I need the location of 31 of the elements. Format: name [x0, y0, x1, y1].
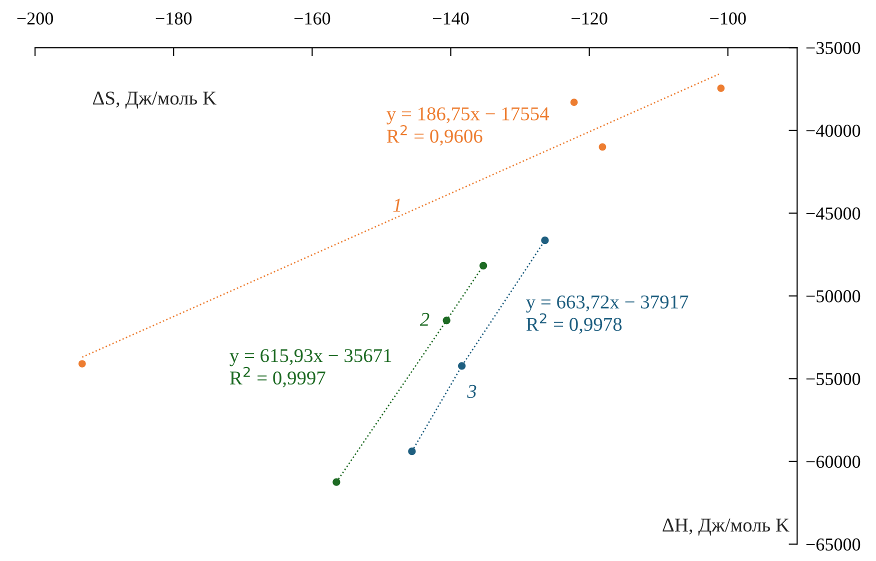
x-tick-label: −180: [156, 12, 192, 25]
x-tick-label: −120: [572, 12, 608, 25]
annotation: y = 663,72x − 37917 R$^{2}$ = 0,9978: [526, 295, 688, 334]
annotation: 3: [467, 384, 476, 398]
point: [78, 360, 86, 368]
x-tick-label: −140: [433, 12, 469, 25]
point: [541, 236, 549, 244]
y-tick-label: −60000: [806, 456, 860, 468]
x-tick-label: −100: [710, 12, 746, 25]
point: [408, 448, 416, 456]
point: [717, 84, 725, 92]
point: [332, 478, 340, 486]
y-tick-label: −35000: [806, 42, 860, 54]
annotation: y = 186,75x − 17554 R$^{2}$ = 0,9606: [386, 107, 549, 146]
y-tick-label: −65000: [806, 538, 860, 551]
point: [479, 262, 488, 270]
y-tick-label: −55000: [806, 372, 860, 386]
point: [442, 316, 450, 324]
point: [598, 143, 606, 151]
point: [570, 98, 578, 106]
y-tick-label: −50000: [806, 290, 860, 302]
annotation: 1: [393, 198, 400, 212]
annotation: y = 615,93x − 35671 R$^{2}$ = 0,9997: [230, 349, 392, 388]
y-tick-label: −45000: [806, 207, 860, 220]
point: [458, 362, 466, 370]
y-tick-label: −40000: [806, 124, 860, 137]
x-axis-title: ΔH, Дж/моль K: [662, 518, 790, 536]
x-tick-label: −200: [17, 12, 53, 25]
x-tick-label: −160: [294, 12, 330, 25]
y-axis-title: ΔS, Дж/моль K: [92, 92, 216, 109]
annotation: 2: [420, 312, 430, 326]
